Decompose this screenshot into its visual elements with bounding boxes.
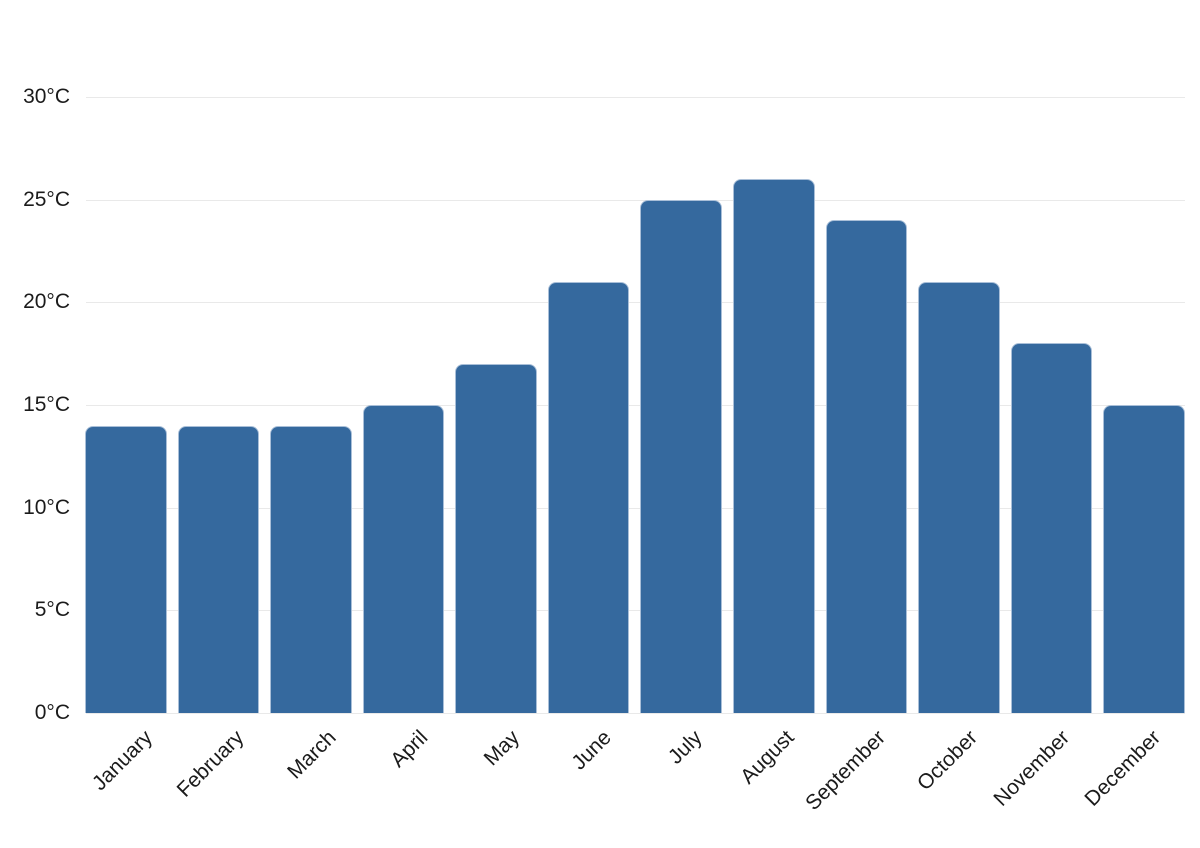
bar-october bbox=[918, 281, 1000, 713]
bar-november bbox=[1010, 343, 1093, 713]
y-axis-tick-label: 5°C bbox=[34, 598, 70, 622]
x-axis-tick-label: March bbox=[282, 726, 341, 784]
x-axis-tick-label: June bbox=[566, 726, 616, 775]
bar-march bbox=[270, 425, 352, 713]
bar-july bbox=[640, 199, 723, 713]
y-axis-tick-label: 0°C bbox=[34, 701, 70, 724]
gridline bbox=[86, 405, 1185, 406]
gridline bbox=[86, 97, 1185, 98]
gridline bbox=[86, 713, 1185, 714]
bar-february bbox=[177, 425, 260, 713]
gridline bbox=[86, 302, 1185, 304]
x-axis-tick-label: February bbox=[173, 726, 249, 802]
x-axis-tick-label: July bbox=[664, 726, 708, 769]
x-axis-tick-label: August bbox=[736, 726, 799, 789]
y-axis-tick-label: 20°C bbox=[23, 290, 70, 314]
bar-june bbox=[547, 281, 630, 713]
x-axis-tick-label: September bbox=[801, 726, 891, 815]
y-axis-tick-label: 15°C bbox=[23, 393, 70, 416]
y-axis-tick-label: 10°C bbox=[23, 495, 70, 519]
x-axis-tick-label: November bbox=[988, 726, 1074, 811]
x-axis-tick-label: October bbox=[913, 726, 983, 796]
bar-august bbox=[733, 179, 815, 713]
bar-series bbox=[85, 97, 1185, 713]
gridline bbox=[86, 199, 1185, 201]
x-axis-tick-label: April bbox=[386, 726, 433, 772]
bar-december bbox=[1103, 405, 1185, 713]
x-axis-tick-label: January bbox=[87, 726, 158, 796]
bar-may bbox=[455, 363, 537, 713]
gridline bbox=[86, 610, 1185, 612]
bar-september bbox=[825, 220, 908, 713]
y-axis-tick-label: 25°C bbox=[23, 187, 70, 211]
x-axis-tick-label: May bbox=[479, 726, 524, 771]
bar-january bbox=[85, 425, 167, 713]
gridline bbox=[86, 507, 1185, 509]
x-axis-tick-label: December bbox=[1080, 726, 1166, 811]
bar-april bbox=[362, 405, 445, 713]
y-axis-tick-label: 30°C bbox=[23, 85, 70, 108]
